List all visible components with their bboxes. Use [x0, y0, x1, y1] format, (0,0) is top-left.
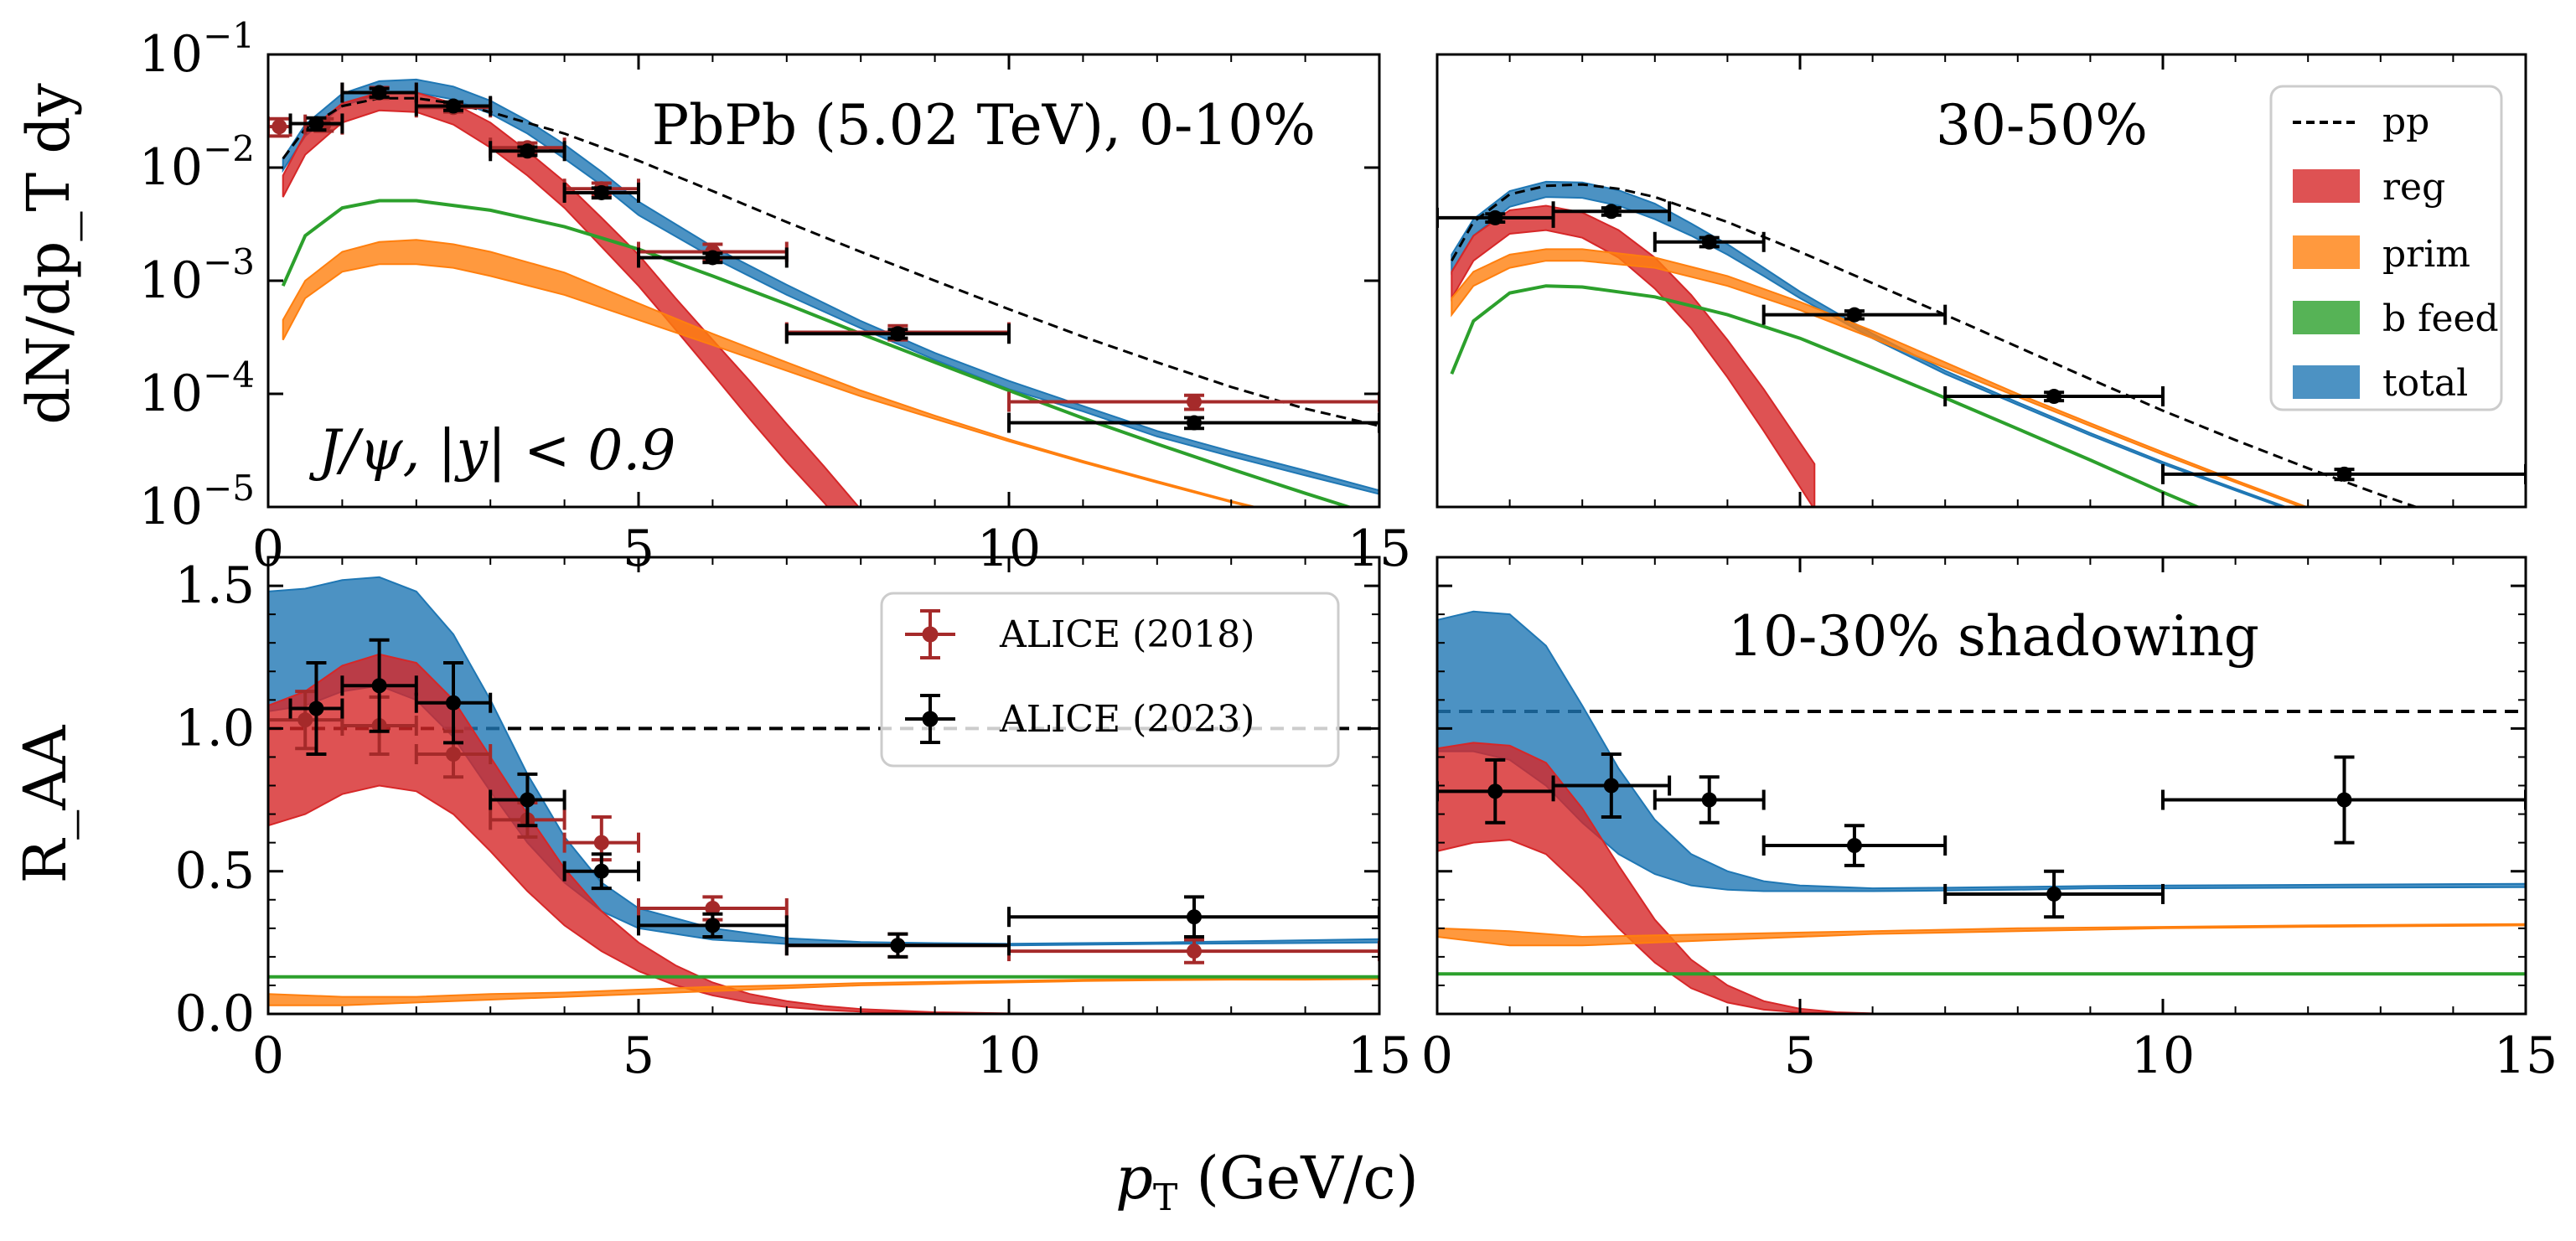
y-tick-label: 1.5: [175, 556, 255, 615]
data-point-alice-2023-: [1943, 386, 2165, 407]
legend-label-total: total: [2382, 362, 2468, 405]
data-point-alice-2023-: [1007, 895, 1379, 939]
y-tick-label: 0.0: [175, 985, 255, 1043]
legend-swatch-total: [2293, 365, 2360, 399]
data-point-alice-2023-: [637, 247, 789, 268]
points-layer: [268, 638, 1379, 964]
dashed-line-pp: [1450, 183, 2420, 507]
band-total: [1451, 180, 2289, 507]
data-point-alice-2023-: [489, 772, 566, 828]
legend-marker-alice2023: [905, 694, 955, 744]
data-point-alice-2023-: [340, 638, 418, 733]
data-point-alice-2023-: [562, 182, 640, 203]
data-point-alice-2023-: [1551, 752, 1672, 819]
points-layer: [1437, 752, 2526, 919]
legend-label-pp: pp: [2382, 101, 2429, 143]
legend-bottom: ALICE (2018) ALICE (2023): [880, 592, 1340, 768]
data-point-alice-2018-: [1007, 391, 1379, 412]
legend-marker-alice2018: [905, 609, 955, 659]
panel-bottom-right: 0 5 10 15: [1421, 556, 2558, 1085]
points-layer: [1437, 201, 2526, 484]
data-point-alice-2023-: [1761, 304, 1948, 325]
data-point-alice-2023-: [2161, 755, 2526, 845]
x-axis-title-main: p: [1115, 1144, 1153, 1213]
panel-label-bottom-right: 10-30% shadowing: [1728, 604, 2259, 669]
band-prim: [268, 977, 1379, 1006]
data-point-alice-2023-: [288, 113, 344, 134]
legend-label-alice2018: ALICE (2018): [999, 613, 1254, 656]
panel-label-top-right: 30-50%: [1936, 93, 2148, 158]
legend-label-bfeed: b feed: [2382, 297, 2499, 340]
y-tick-label: 1.0: [175, 699, 255, 758]
legend-label-alice2023: ALICE (2023): [999, 698, 1254, 741]
data-point-alice-2023-: [1653, 231, 1766, 252]
axes-layer: 0 5 10 15: [1421, 556, 2558, 1085]
data-point-alice-2023-: [637, 912, 789, 939]
y-tick-label: 0.5: [175, 842, 255, 901]
panel-label-top-left: PbPb (5.02 TeV), 0-10%: [652, 93, 1316, 158]
data-point-alice-2018-: [268, 690, 344, 751]
y-tick-label: 10−2: [139, 128, 255, 197]
annotation-top-left: J/ψ, |y| < 0.9: [308, 418, 675, 483]
data-point-alice-2023-: [414, 96, 493, 116]
legend-swatch-prim: [2293, 235, 2360, 269]
legend-label-prim: prim: [2382, 233, 2470, 276]
y-tick-label: 10−4: [139, 354, 255, 423]
legend-bottom-frame: [880, 592, 1340, 768]
legend-swatch-reg: [2293, 169, 2360, 203]
x-axis-title-sub: T: [1153, 1176, 1177, 1219]
data-point-alice-2023-: [1761, 824, 1948, 867]
data-point-alice-2023-: [2161, 463, 2526, 484]
data-point-alice-2023-: [340, 82, 418, 103]
data-point-alice-2023-: [784, 932, 1011, 959]
data-point-alice-2023-: [562, 852, 640, 891]
x-tick-label: 15: [2494, 1026, 2558, 1085]
line-b-feed: [281, 199, 1354, 507]
data-point-alice-2023-: [1943, 869, 2165, 919]
band-prim: [1451, 248, 2310, 507]
legend-label-reg: reg: [2382, 166, 2445, 209]
x-tick-label: 0: [1421, 1026, 1453, 1085]
data-point-alice-2023-: [1007, 412, 1379, 433]
axes-layer: 0 5 10 15 0.0 0.5 1.0 1.5: [175, 556, 1411, 1085]
legend-swatch-bfeed: [2293, 301, 2360, 334]
x-tick-label: 15: [1347, 1026, 1411, 1085]
data-point-alice-2023-: [288, 661, 344, 757]
data-point-alice-2018-: [637, 895, 789, 922]
data-point-alice-2023-: [489, 141, 566, 162]
band-prim: [1437, 923, 2526, 947]
x-tick-label: 5: [1784, 1026, 1816, 1085]
line-b-feed: [1450, 284, 2202, 507]
data-point-alice-2023-: [1437, 758, 1555, 825]
data-point-alice-2023-: [784, 323, 1011, 344]
y-axis-title-top: dN/dp_T dy: [14, 83, 83, 425]
points-layer: [268, 82, 1379, 433]
data-point-alice-2023-: [414, 661, 493, 745]
plot-frame: [1435, 53, 2527, 509]
y-tick-label: 10−1: [139, 15, 255, 84]
panel-bottom-left: 0 5 10 15 0.0 0.5 1.0 1.5: [175, 556, 1411, 1085]
x-tick-label: 0: [252, 1026, 284, 1085]
axes-layer: [1435, 53, 2527, 509]
x-axis-title-rest: (GeV/c): [1177, 1144, 1419, 1213]
band-prim: [282, 239, 1260, 507]
band-total: [1437, 610, 2526, 892]
y-axis-title-bottom: R_AA: [11, 724, 80, 883]
x-tick-label: 10: [977, 1026, 1041, 1085]
data-point-alice-2023-: [1653, 775, 1766, 825]
x-tick-label: 10: [2131, 1026, 2195, 1085]
y-tick-label: 10−5: [139, 468, 255, 536]
y-tick-label: 10−3: [139, 241, 255, 310]
panel-top-right: [1435, 53, 2527, 509]
band-reg: [282, 91, 860, 507]
legend-top: pp reg prim b feed total: [2269, 85, 2503, 411]
data-point-alice-2023-: [1551, 201, 1672, 222]
data-point-alice-2018-: [1007, 938, 1379, 964]
x-tick-label: 5: [623, 1026, 654, 1085]
x-axis-title: pT (GeV/c): [1115, 1144, 1419, 1219]
data-point-alice-2018-: [562, 814, 640, 862]
